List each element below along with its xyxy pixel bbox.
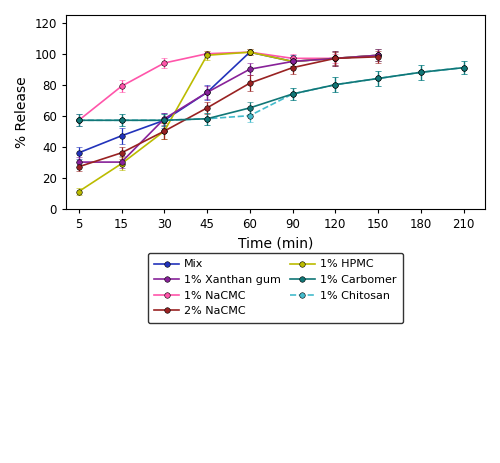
Y-axis label: % Release: % Release bbox=[15, 76, 29, 148]
Legend: Mix, 1% Xanthan gum, 1% NaCMC, 2% NaCMC, 1% HPMC, 1% Carbomer, 1% Chitosan: Mix, 1% Xanthan gum, 1% NaCMC, 2% NaCMC,… bbox=[148, 253, 404, 323]
X-axis label: Time (min): Time (min) bbox=[238, 236, 313, 250]
